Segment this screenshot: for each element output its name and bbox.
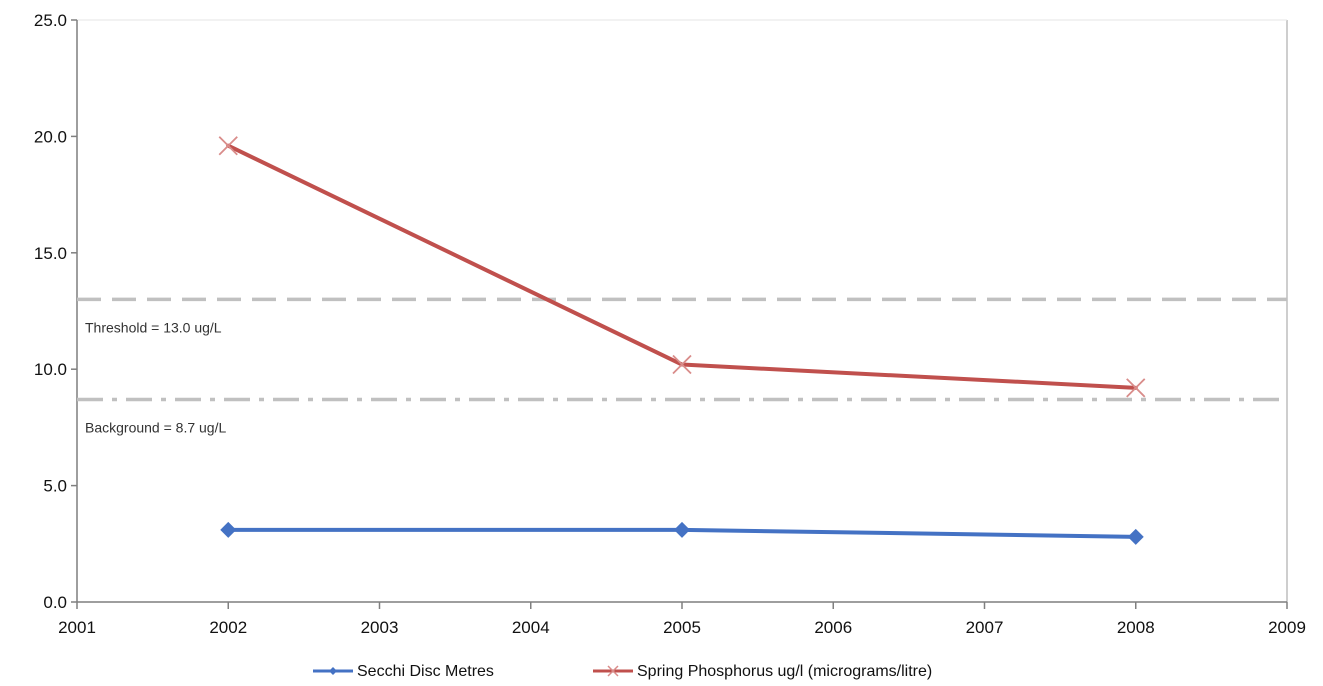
x-tick-label: 2009 <box>1268 618 1306 637</box>
data-point-diamond <box>674 521 690 538</box>
x-tick-label: 2006 <box>814 618 852 637</box>
background-label: Background = 8.7 ug/L <box>85 419 226 435</box>
x-tick-label: 2007 <box>966 618 1004 637</box>
threshold-label: Threshold = 13.0 ug/L <box>85 319 222 335</box>
legend-item: Secchi Disc Metres <box>313 663 494 680</box>
legend-marker-diamond <box>329 667 337 675</box>
x-tick-label: 2008 <box>1117 618 1155 637</box>
data-point-x <box>1126 378 1146 398</box>
legend-label: Secchi Disc Metres <box>357 663 494 680</box>
data-point-diamond <box>1127 528 1144 545</box>
data-point-diamond <box>220 521 237 538</box>
series-spring-phosphorus <box>218 136 1146 398</box>
series-layer <box>218 136 1146 545</box>
series-line <box>226 143 1138 390</box>
y-tick-label: 0.0 <box>43 593 67 612</box>
legend-marker-x <box>607 665 619 677</box>
x-tick-label: 2005 <box>663 618 701 637</box>
data-point-x <box>218 136 238 156</box>
series-secchi-disc <box>220 521 1144 545</box>
y-tick-label: 10.0 <box>34 360 67 379</box>
axes-layer: 0.0 5.0 10.0 15.0 20.0 25.0 2001 2002 2003 2004 20… <box>34 11 1306 637</box>
y-tick-label: 15.0 <box>34 244 67 263</box>
x-tick-label: 2002 <box>209 618 247 637</box>
y-tick-label: 20.0 <box>34 127 67 146</box>
y-tick-label: 5.0 <box>43 477 67 496</box>
y-tick-label: 25.0 <box>34 11 67 30</box>
data-point-x <box>672 354 692 375</box>
x-tick-label: 2001 <box>58 618 96 637</box>
legend: Secchi Disc Metres Spring Phosphorus ug/l… <box>313 663 932 680</box>
legend-item: Spring Phosphorus ug/l (micrograms/litre… <box>593 663 932 680</box>
reference-lines: Threshold = 13.0 ug/L Background = 8.7 ug… <box>77 297 1287 435</box>
x-tick-label: 2004 <box>512 618 550 637</box>
x-tick-label: 2003 <box>361 618 399 637</box>
legend-label: Spring Phosphorus ug/l (micrograms/litre… <box>637 663 932 680</box>
